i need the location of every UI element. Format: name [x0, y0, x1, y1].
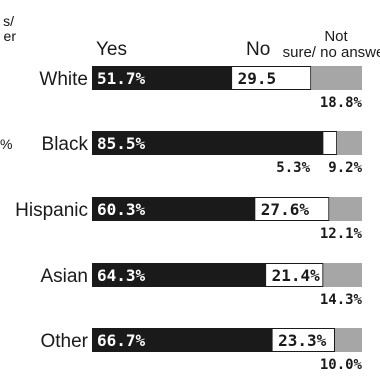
- value-label-no: 29.5: [238, 69, 277, 88]
- category-label: Black: [42, 134, 89, 155]
- bar-no: [254, 197, 330, 221]
- bar-not-sure: [323, 263, 362, 287]
- bar-no: [271, 328, 335, 352]
- value-label-no: 23.3%: [278, 331, 327, 350]
- bar-not-sure: [335, 328, 362, 352]
- category-label: Hispanic: [15, 200, 88, 221]
- value-label-not-sure: 9.2%: [328, 160, 362, 176]
- bar-not-sure: [329, 197, 362, 221]
- bar-not-sure: [337, 131, 362, 155]
- category-label: Other: [40, 331, 88, 352]
- legend-notsure-line1: Not: [324, 28, 348, 45]
- category-label: Asian: [40, 266, 88, 287]
- bar-no: [322, 131, 338, 155]
- value-label-not-sure: 14.3%: [320, 292, 363, 308]
- value-label-yes: 64.3%: [97, 266, 146, 285]
- value-label-not-sure: 18.8%: [320, 95, 363, 111]
- clipped-label-top: s/: [3, 13, 14, 29]
- bar-yes: [92, 263, 266, 287]
- value-label-yes: 85.5%: [97, 134, 146, 153]
- value-label-not-sure: 12.1%: [320, 226, 363, 242]
- value-label-yes: 51.7%: [97, 69, 146, 88]
- value-label-no: 27.6%: [261, 200, 310, 219]
- bar-yes: [92, 197, 255, 221]
- bar-yes: [92, 66, 232, 90]
- value-label-no: 21.4%: [272, 266, 321, 285]
- value-label-yes: 66.7%: [97, 331, 146, 350]
- legend-no: No: [246, 39, 270, 60]
- bar-yes: [92, 328, 273, 352]
- category-label: White: [39, 69, 88, 90]
- bar-yes: [92, 131, 323, 155]
- bar-no: [265, 263, 324, 287]
- bar-no: [231, 66, 312, 90]
- bar-not-sure: [311, 66, 362, 90]
- value-label-no: 5.3%: [276, 160, 310, 176]
- clipped-label-mid: er: [3, 28, 16, 44]
- legend-yes: Yes: [96, 39, 127, 60]
- value-label-not-sure: 10.0%: [320, 357, 363, 373]
- legend-notsure-line2: sure/ no answer: [283, 44, 380, 61]
- value-label-yes: 60.3%: [97, 200, 146, 219]
- clipped-label-bottom: %: [0, 136, 13, 152]
